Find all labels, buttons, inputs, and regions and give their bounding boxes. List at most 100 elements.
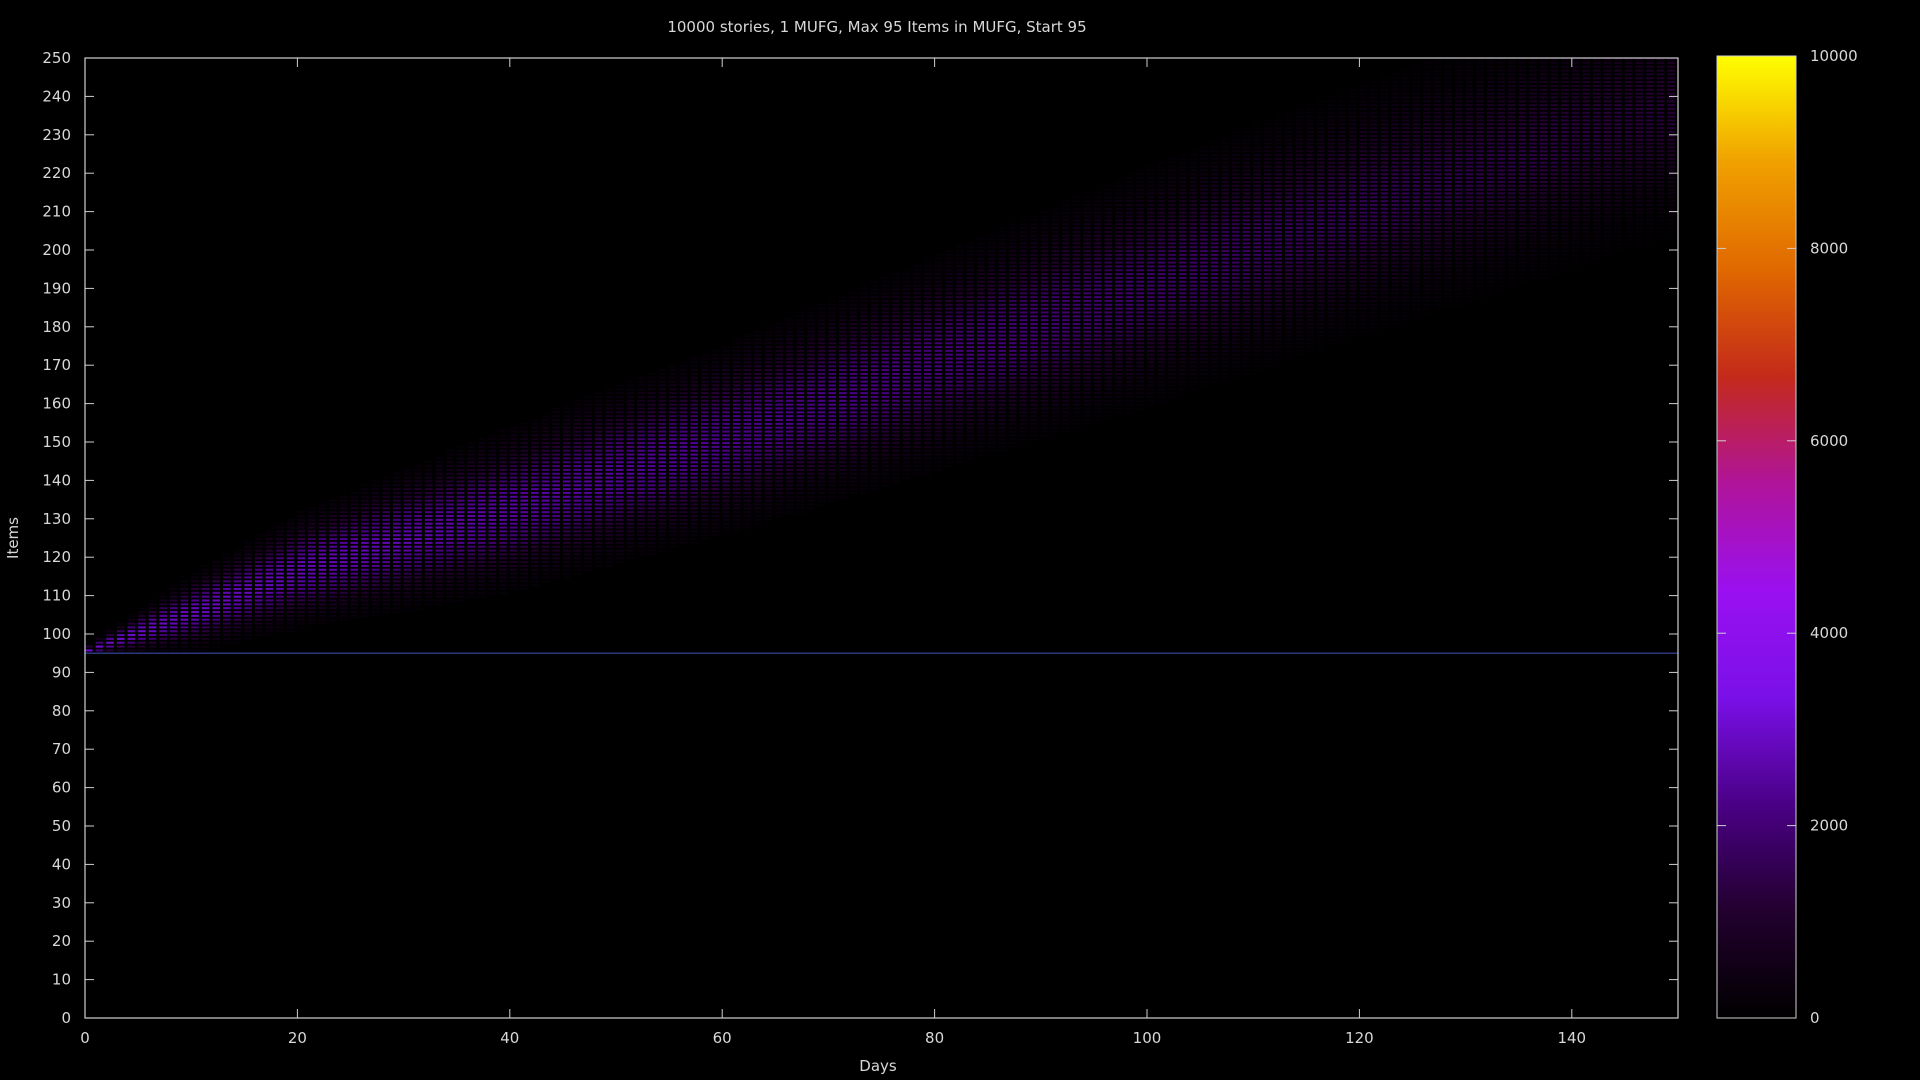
heatmap-cell xyxy=(1115,219,1123,222)
heatmap-cell xyxy=(1200,334,1208,337)
heatmap-cell xyxy=(1115,288,1123,291)
heatmap-cell xyxy=(552,572,560,575)
heatmap-cell xyxy=(1083,353,1091,356)
heatmap-cell xyxy=(764,384,773,387)
heatmap-cell xyxy=(1253,307,1261,310)
heatmap-cell xyxy=(1030,426,1038,429)
heatmap-cell xyxy=(1147,261,1155,264)
heatmap-cell xyxy=(1125,261,1134,264)
heatmap-cell xyxy=(1051,426,1060,429)
heatmap-cell xyxy=(987,242,996,245)
heatmap-cell xyxy=(690,361,698,364)
heatmap-cell xyxy=(966,395,975,399)
heatmap-cell xyxy=(732,392,741,395)
heatmap-cell xyxy=(509,480,518,483)
heatmap-cell xyxy=(1210,380,1219,383)
heatmap-cell xyxy=(839,334,847,337)
heatmap-cell xyxy=(584,442,592,445)
heatmap-cell xyxy=(881,322,890,326)
heatmap-cell xyxy=(584,395,592,399)
heatmap-cell xyxy=(1030,253,1038,256)
heatmap-cell xyxy=(116,630,125,633)
heatmap-cell xyxy=(881,465,890,468)
heatmap-cell xyxy=(509,541,518,544)
heatmap-cell xyxy=(361,514,369,518)
heatmap-cell xyxy=(1093,230,1102,233)
heatmap-cell xyxy=(1115,334,1123,337)
heatmap-cell xyxy=(350,610,359,614)
heatmap-cell xyxy=(392,538,401,541)
heatmap-cell xyxy=(870,380,879,383)
heatmap-cell xyxy=(902,438,911,441)
heatmap-cell xyxy=(796,311,805,314)
heatmap-cell xyxy=(998,380,1006,383)
heatmap-cell xyxy=(796,445,805,448)
heatmap-cell xyxy=(1030,384,1038,387)
heatmap-cell xyxy=(1157,196,1166,199)
heatmap-cell xyxy=(1083,226,1091,230)
heatmap-cell xyxy=(1104,311,1113,314)
heatmap-cell xyxy=(456,561,465,564)
heatmap-cell xyxy=(541,438,550,441)
heatmap-cell xyxy=(977,395,985,399)
heatmap-cell xyxy=(1051,276,1060,279)
heatmap-cell xyxy=(1051,265,1060,268)
heatmap-cell xyxy=(1147,238,1155,241)
heatmap-cell xyxy=(244,622,252,625)
heatmap-cell xyxy=(722,453,730,456)
heatmap-cell xyxy=(743,434,752,437)
heatmap-cell xyxy=(1178,223,1187,226)
heatmap-cell xyxy=(626,392,635,395)
heatmap-cell xyxy=(977,280,985,283)
heatmap-cell xyxy=(754,468,762,471)
heatmap-cell xyxy=(1178,207,1187,210)
heatmap-cell xyxy=(488,434,497,437)
heatmap-cell xyxy=(1093,223,1102,226)
heatmap-cell xyxy=(785,399,794,402)
heatmap-cell xyxy=(1093,376,1102,379)
heatmap-cell xyxy=(573,511,582,514)
heatmap-cell xyxy=(276,557,284,560)
heatmap-cell xyxy=(350,507,359,510)
heatmap-cell xyxy=(987,395,996,399)
heatmap-cell xyxy=(308,580,316,583)
heatmap-cell xyxy=(446,572,454,575)
heatmap-cell xyxy=(1210,223,1219,226)
heatmap-cell xyxy=(605,557,614,560)
heatmap-cell xyxy=(329,614,337,617)
heatmap-cell xyxy=(286,622,295,625)
heatmap-cell xyxy=(1062,269,1070,272)
heatmap-cell xyxy=(955,292,964,295)
heatmap-cell xyxy=(647,395,656,399)
heatmap-cell xyxy=(446,518,454,521)
heatmap-cell xyxy=(690,392,698,395)
heatmap-cell xyxy=(1125,230,1134,233)
heatmap-cell xyxy=(1157,261,1166,264)
heatmap-cell xyxy=(828,411,837,414)
heatmap-cell xyxy=(828,365,837,368)
heatmap-cell xyxy=(1040,223,1049,226)
heatmap-cell xyxy=(1231,130,1240,134)
heatmap-cell xyxy=(839,480,847,483)
heatmap-cell xyxy=(1231,273,1240,276)
heatmap-cell xyxy=(276,610,284,614)
heatmap-cell xyxy=(573,549,582,552)
heatmap-cell xyxy=(201,641,210,644)
heatmap-cell xyxy=(392,476,401,479)
heatmap-cell xyxy=(477,457,486,460)
heatmap-cell xyxy=(839,488,847,491)
heatmap-cell xyxy=(839,369,847,372)
heatmap-cell xyxy=(361,607,369,610)
heatmap-cell xyxy=(1083,234,1091,237)
heatmap-cell xyxy=(902,357,911,360)
heatmap-cell xyxy=(966,434,975,437)
heatmap-cell xyxy=(807,338,815,341)
heatmap-cell xyxy=(785,442,794,445)
heatmap-cell xyxy=(1231,353,1240,356)
heatmap-cell xyxy=(658,530,667,533)
heatmap-cell xyxy=(934,253,943,256)
heatmap-cell xyxy=(1147,226,1155,230)
heatmap-cell xyxy=(722,380,730,383)
heatmap-cell xyxy=(403,514,412,518)
heatmap-cell xyxy=(966,353,975,356)
